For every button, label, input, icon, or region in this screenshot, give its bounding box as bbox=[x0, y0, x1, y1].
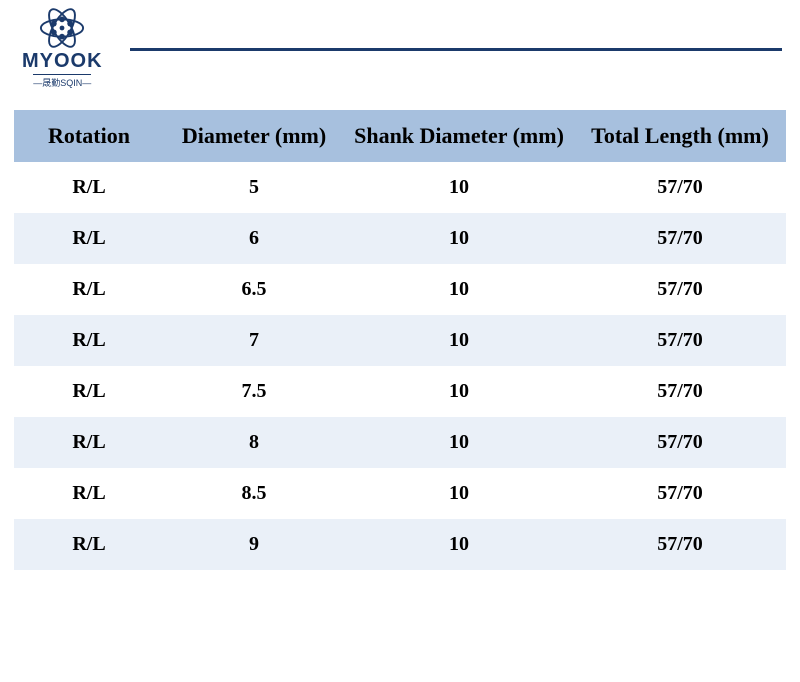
table-cell: 57/70 bbox=[574, 264, 786, 315]
table-cell: 10 bbox=[344, 213, 574, 264]
table-cell: 57/70 bbox=[574, 213, 786, 264]
table-cell: R/L bbox=[14, 264, 164, 315]
brand-name: MYOOK bbox=[22, 50, 103, 73]
col-diameter: Diameter (mm) bbox=[164, 110, 344, 162]
table-cell: 57/70 bbox=[574, 417, 786, 468]
table-cell: 57/70 bbox=[574, 366, 786, 417]
table-cell: R/L bbox=[14, 213, 164, 264]
col-shank-diameter: Shank Diameter (mm) bbox=[344, 110, 574, 162]
table-cell: 9 bbox=[164, 519, 344, 570]
table-cell: 57/70 bbox=[574, 468, 786, 519]
table-row: R/L81057/70 bbox=[14, 417, 786, 468]
table-cell: 10 bbox=[344, 264, 574, 315]
table-body: R/L51057/70R/L61057/70R/L6.51057/70R/L71… bbox=[14, 162, 786, 570]
table-cell: 10 bbox=[344, 366, 574, 417]
brand-logo: MYOOK 晟勤SQIN bbox=[22, 4, 103, 89]
table-cell: R/L bbox=[14, 468, 164, 519]
col-total-length: Total Length (mm) bbox=[574, 110, 786, 162]
table-cell: 57/70 bbox=[574, 315, 786, 366]
table-cell: 6 bbox=[164, 213, 344, 264]
table-cell: 7.5 bbox=[164, 366, 344, 417]
table-cell: R/L bbox=[14, 162, 164, 213]
table-cell: 5 bbox=[164, 162, 344, 213]
table-cell: 8 bbox=[164, 417, 344, 468]
spec-table: Rotation Diameter (mm) Shank Diameter (m… bbox=[14, 110, 786, 570]
brand-subtitle: 晟勤SQIN bbox=[33, 74, 91, 89]
page-header: MYOOK 晟勤SQIN bbox=[0, 0, 800, 100]
table-row: R/L71057/70 bbox=[14, 315, 786, 366]
table-cell: 10 bbox=[344, 162, 574, 213]
table-row: R/L8.51057/70 bbox=[14, 468, 786, 519]
table-cell: 7 bbox=[164, 315, 344, 366]
table-cell: 6.5 bbox=[164, 264, 344, 315]
header-divider bbox=[130, 48, 782, 51]
table-cell: 10 bbox=[344, 417, 574, 468]
table-cell: 57/70 bbox=[574, 519, 786, 570]
table-row: R/L91057/70 bbox=[14, 519, 786, 570]
table-row: R/L61057/70 bbox=[14, 213, 786, 264]
table-cell: 10 bbox=[344, 519, 574, 570]
table-row: R/L51057/70 bbox=[14, 162, 786, 213]
table-row: R/L7.51057/70 bbox=[14, 366, 786, 417]
table-cell: R/L bbox=[14, 417, 164, 468]
table-cell: R/L bbox=[14, 519, 164, 570]
table-cell: 10 bbox=[344, 315, 574, 366]
col-rotation: Rotation bbox=[14, 110, 164, 162]
logo-icon bbox=[38, 4, 86, 52]
table-cell: R/L bbox=[14, 366, 164, 417]
table-cell: 8.5 bbox=[164, 468, 344, 519]
table-row: R/L6.51057/70 bbox=[14, 264, 786, 315]
table-cell: 10 bbox=[344, 468, 574, 519]
table-header: Rotation Diameter (mm) Shank Diameter (m… bbox=[14, 110, 786, 162]
table-cell: R/L bbox=[14, 315, 164, 366]
table-header-row: Rotation Diameter (mm) Shank Diameter (m… bbox=[14, 110, 786, 162]
table-cell: 57/70 bbox=[574, 162, 786, 213]
